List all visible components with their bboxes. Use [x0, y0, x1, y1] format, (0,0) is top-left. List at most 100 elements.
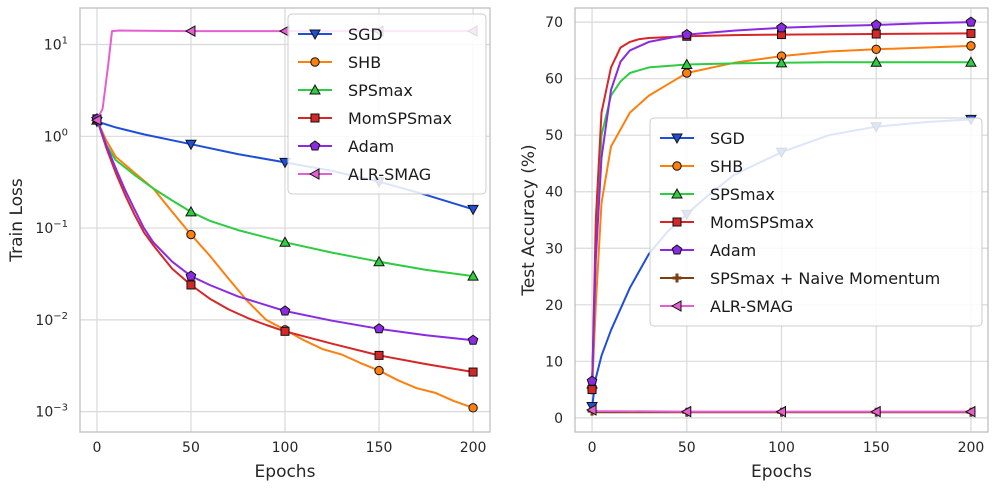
legend-label: SPSmax + Naive Momentum — [710, 269, 940, 288]
data-point-adam — [965, 16, 977, 27]
legend-marker — [308, 168, 320, 180]
legend-item-adam: Adam — [298, 137, 394, 156]
data-point-momspsmax — [587, 385, 597, 395]
series-line-alr-smag — [591, 409, 971, 413]
data-point-adam — [279, 305, 291, 316]
y-tick-label: 10−3 — [35, 403, 68, 421]
data-point-momspsmax — [468, 367, 478, 377]
series-line-momspsmax — [95, 118, 474, 373]
data-point-sgd — [467, 204, 479, 216]
series-adam — [91, 113, 479, 345]
y-tick-label: 101 — [44, 36, 68, 54]
legend-marker — [670, 300, 682, 312]
data-point-shb — [186, 229, 196, 240]
legend-label: Adam — [348, 137, 394, 156]
legend-item-spsmax: SPSmax — [298, 81, 413, 100]
legend-box — [287, 13, 487, 195]
legend-marker — [310, 113, 320, 123]
legend-label: SGD — [348, 25, 383, 44]
y-tick-label: 10 — [545, 354, 563, 370]
legend-marker — [672, 217, 682, 227]
plot-frame — [79, 7, 491, 433]
x-tick-label: 50 — [182, 440, 200, 456]
x-axis-label: Epochs — [255, 462, 316, 482]
data-point-alr-smag — [775, 405, 786, 418]
data-point-momspsmax — [966, 28, 976, 38]
y-axis-label: Test Accuracy (%) — [519, 144, 539, 296]
y-tick-label: 0 — [554, 411, 563, 427]
data-point-alr-smag — [586, 404, 597, 416]
legend-label: ALR-SMAG — [710, 297, 793, 316]
data-point-adam — [185, 270, 197, 281]
legend-marker — [310, 57, 320, 67]
data-point-spsmax — [373, 255, 385, 267]
y-tick-label: 20 — [545, 298, 563, 314]
x-tick-label: 100 — [272, 440, 299, 456]
legend-item-sgd: SGD — [660, 129, 745, 148]
legend-item-spsmax: SPSmax — [660, 185, 775, 204]
y-tick-label: 30 — [545, 241, 563, 257]
legend-label: SPSmax — [348, 81, 413, 100]
data-point-shb — [966, 41, 976, 51]
legend-marker — [672, 161, 682, 171]
data-point-momspsmax — [374, 350, 384, 360]
series-adam — [586, 16, 977, 386]
data-point-momspsmax — [280, 326, 290, 336]
legend-label: Adam — [710, 241, 756, 260]
data-point-alr-smag — [90, 114, 102, 126]
x-axis-label: Epochs — [751, 462, 812, 482]
legend-label: MomSPSmax — [710, 213, 814, 232]
legend-label: SHB — [348, 53, 381, 72]
legend: SGD SHB SPSmax MomSPSmax Adam ALR-SMAG — [287, 13, 487, 195]
legend-label: SPSmax — [710, 185, 775, 204]
x-tick-label: 150 — [863, 440, 890, 456]
legend-label: MomSPSmax — [348, 109, 452, 128]
legend-label: SHB — [710, 157, 743, 176]
legend-item-alr-smag: ALR-SMAG — [660, 297, 793, 316]
legend-marker — [671, 133, 683, 145]
series-line-adam — [95, 118, 474, 342]
data-point-adam — [467, 334, 479, 345]
data-point-adam — [373, 323, 385, 334]
legend-item-momspsmax: MomSPSmax — [660, 213, 814, 232]
data-point-shb — [871, 44, 881, 54]
legend-item-alr-smag: ALR-SMAG — [298, 165, 431, 184]
y-tick-label: 100 — [44, 127, 68, 145]
data-point-shb — [374, 365, 384, 376]
series-line-spsmax — [95, 119, 474, 278]
data-point-adam — [681, 28, 693, 40]
series-line-shb — [591, 44, 971, 390]
data-point-alr-smag — [964, 405, 976, 418]
plot-frame — [574, 7, 989, 433]
train-loss-chart: 0 50 100 150 200 10−3 10−2 10−1 100 101 Epochs Trai… — [7, 7, 491, 482]
legend-marker — [309, 140, 321, 151]
data-point-shb — [682, 68, 692, 78]
data-point-adam — [776, 22, 787, 33]
x-tick-label: 200 — [958, 440, 985, 456]
y-tick-label: 10−1 — [35, 219, 68, 237]
legend-box — [649, 117, 983, 327]
x-tick-label: 0 — [588, 440, 597, 456]
legend-marker — [309, 83, 321, 95]
data-point-spsmax — [467, 270, 479, 281]
series-line-spsmax — [591, 61, 971, 384]
x-tick-label: 200 — [460, 440, 487, 456]
series-line-adam — [591, 21, 971, 382]
data-point-spsmax — [870, 56, 883, 67]
data-point-spsmax — [279, 236, 291, 247]
data-point-spsmax — [775, 56, 788, 68]
legend-label: SGD — [710, 129, 745, 148]
y-tick-label: 40 — [545, 185, 563, 201]
y-tick-label: 50 — [545, 128, 563, 144]
legend-item-spsmax-naive-momentum: SPSmax + Naive Momentum — [660, 269, 940, 288]
legend-item-adam: Adam — [660, 241, 756, 260]
legend-item-sgd: SGD — [298, 25, 383, 44]
legend: SGD SHB SPSmax MomSPSmax Adam SPSmax + Naive … — [649, 117, 983, 327]
y-axis-label: Train Loss — [7, 178, 27, 263]
legend-item-shb: SHB — [660, 157, 743, 176]
x-tick-label: 50 — [678, 440, 696, 456]
data-point-alr-smag — [184, 25, 196, 37]
data-point-sgd — [185, 139, 197, 151]
legend-item-shb: SHB — [298, 53, 381, 72]
